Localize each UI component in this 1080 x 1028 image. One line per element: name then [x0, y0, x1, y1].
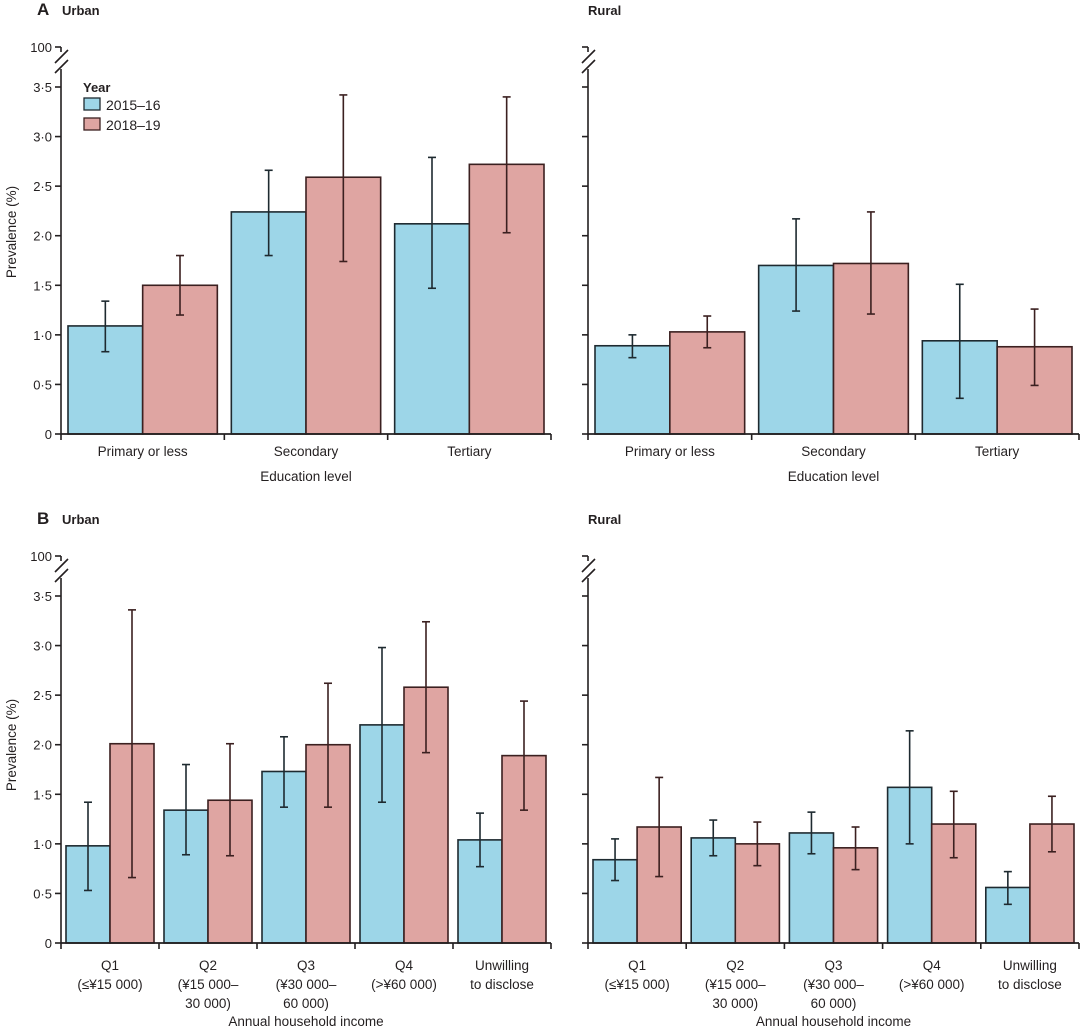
y-tick-label: 0·5	[33, 886, 52, 901]
bar-2015	[594, 344, 671, 435]
y-tick-label: 3·5	[33, 589, 52, 604]
x-category-label: Primary or less	[98, 444, 188, 459]
x-axis-title: Annual household income	[228, 1014, 383, 1028]
y-axis-break-slash	[581, 568, 596, 583]
legend-label-2018: 2018–19	[106, 117, 161, 133]
panel-a-urban-title: Urban	[62, 3, 100, 18]
x-category-label: Q3	[297, 958, 315, 973]
y-tick-label: 1·0	[33, 328, 52, 343]
y-tick-label: 2·5	[33, 179, 52, 194]
panel-a-letter: A	[37, 0, 49, 19]
legend: Year 2015–16 2018–19	[83, 80, 161, 133]
y-tick-label-break: 100	[30, 40, 52, 55]
x-category-label: Tertiary	[975, 444, 1020, 459]
y-axis-break-slash	[54, 59, 69, 74]
x-category-label: Q4	[923, 958, 942, 973]
x-category-label: to disclose	[998, 977, 1062, 992]
x-category-label: (≤¥15 000)	[77, 977, 142, 992]
y-tick-label: 0·5	[33, 377, 52, 392]
y-tick-label: 3·0	[33, 639, 52, 654]
y-tick-label: 0	[45, 427, 52, 442]
y-tick-label: 1·5	[33, 787, 52, 802]
x-category-label: (≤¥15 000)	[604, 977, 669, 992]
x-category-label: (¥15 000–	[705, 977, 766, 992]
y-tick-label: 3·5	[33, 80, 52, 95]
y-tick-label: 1·5	[33, 278, 52, 293]
panel-b-letter: B	[37, 509, 49, 528]
y-tick-label-break: 100	[30, 549, 52, 564]
y-axis-break-slash	[54, 568, 69, 583]
bar-2018	[669, 331, 746, 435]
chart-a-rural: Primary or less Secondary Tertiary Educatio…	[581, 46, 1080, 484]
x-category-label: Primary or less	[625, 444, 715, 459]
x-axis-title: Annual household income	[756, 1014, 911, 1028]
x-category-label: 30 000)	[712, 996, 758, 1011]
y-axis-break-slash	[581, 59, 596, 74]
bar-2015	[393, 223, 471, 435]
legend-title: Year	[83, 80, 110, 95]
x-category-label: Secondary	[801, 444, 866, 459]
x-category-label: (¥15 000–	[178, 977, 239, 992]
x-axis-title: Education level	[260, 469, 352, 484]
x-category-label: Unwilling	[475, 958, 529, 973]
y-tick-label: 2·5	[33, 688, 52, 703]
y-axis-break-slash	[581, 558, 596, 573]
y-tick-label: 2·0	[33, 738, 52, 753]
y-tick-label: 3·0	[33, 130, 52, 145]
y-axis-break-slash	[54, 558, 69, 573]
chart-a-urban: 100 0 0·5 1·0 1·5 2·0 2·5 3·0 3·5 Prevalence (%) P…	[4, 40, 552, 484]
legend-swatch-2018	[83, 117, 101, 131]
legend-swatch-2015	[83, 97, 101, 111]
x-category-label: Unwilling	[1003, 958, 1057, 973]
y-tick-label: 1·0	[33, 837, 52, 852]
x-category-label: to disclose	[470, 977, 534, 992]
x-category-label: (¥30 000–	[803, 977, 864, 992]
x-category-label: Q2	[726, 958, 744, 973]
x-category-label: Q1	[628, 958, 646, 973]
x-axis-title: Education level	[788, 469, 880, 484]
panel-b-rural-title: Rural	[588, 512, 621, 527]
chart-b-urban: 100 0 0·5 1·0 1·5 2·0 2·5 3·0 3·5 Prevalence (%) Q…	[4, 549, 552, 1028]
y-axis-break-slash	[581, 49, 596, 64]
y-axis-title: Prevalence (%)	[4, 699, 19, 791]
x-category-label: (>¥60 000)	[371, 977, 437, 992]
panel-b-urban-title: Urban	[62, 512, 100, 527]
x-category-label: Q4	[395, 958, 414, 973]
x-category-label: Tertiary	[447, 444, 492, 459]
panel-a-rural-title: Rural	[588, 3, 621, 18]
x-category-label: (>¥60 000)	[899, 977, 965, 992]
y-axis-break-slash	[54, 49, 69, 64]
chart-b-rural: Q1 (≤¥15 000) Q2 (¥15 000– 30 000) Q3 (¥30 000…	[581, 555, 1080, 1028]
y-tick-label: 0	[45, 936, 52, 951]
x-category-label: 60 000)	[283, 996, 329, 1011]
x-category-label: Q1	[101, 958, 119, 973]
y-axis-title: Prevalence (%)	[4, 186, 19, 278]
x-category-label: Secondary	[274, 444, 339, 459]
x-category-label: 60 000)	[811, 996, 857, 1011]
y-tick-label: 2·0	[33, 229, 52, 244]
x-category-label: Q2	[199, 958, 217, 973]
legend-label-2015: 2015–16	[106, 97, 161, 113]
x-category-label: (¥30 000–	[276, 977, 337, 992]
x-category-label: 30 000)	[185, 996, 231, 1011]
x-category-label: Q3	[824, 958, 842, 973]
